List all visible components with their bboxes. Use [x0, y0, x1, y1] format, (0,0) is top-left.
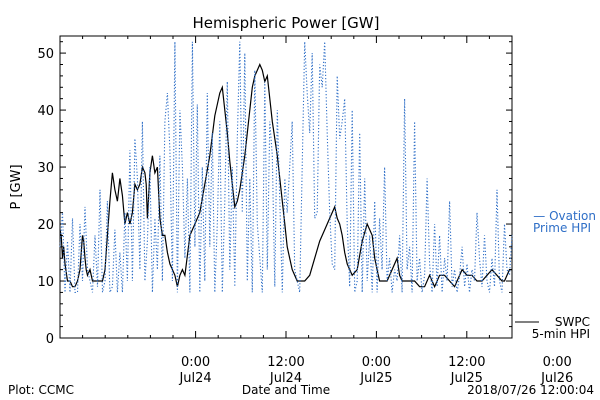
x-tick-label-time: 0:00	[543, 355, 572, 370]
x-tick-label-time: 0:00	[181, 355, 210, 370]
legend-label-swpc-line2: 5-min HPI	[532, 327, 590, 341]
x-tick-label-time: 12:00	[267, 355, 304, 370]
chart-title: Hemispheric Power [GW]	[193, 14, 380, 32]
legend-label-ovation-line1: — Ovation	[533, 209, 596, 223]
x-tick-label-date: Jul25	[359, 371, 392, 386]
series-layer	[59, 41, 513, 293]
x-tick-label-time: 12:00	[448, 355, 485, 370]
y-axis-label: P [GW]	[9, 164, 24, 209]
y-tick-label: 30	[37, 161, 54, 176]
series-line-swpc-5-min-hpi	[59, 63, 512, 289]
footer-plot-credit: Plot: CCMC	[8, 383, 74, 397]
y-tick-label: 10	[37, 275, 54, 290]
plot-frame	[59, 35, 513, 339]
y-tick-label: 0	[46, 332, 54, 347]
x-tick-label-date: Jul24	[178, 371, 211, 386]
y-tick-label: 20	[37, 218, 54, 233]
series-line-ovation-prime-hpi	[59, 41, 513, 293]
legend-label-swpc-line1: SWPC	[555, 315, 590, 329]
y-tick-label: 40	[37, 104, 54, 119]
y-axis: 0 10 20 30 40 50	[37, 41, 512, 347]
x-tick-label-time: 0:00	[362, 355, 391, 370]
x-tick-label-date: Jul25	[450, 371, 483, 386]
x-tick-label-date: Jul26	[540, 371, 573, 386]
x-axis-label: Date and Time	[242, 383, 330, 397]
x-tick-label-date: Jul24	[269, 371, 302, 386]
footer-timestamp: 2018/07/26 12:00:04	[467, 383, 594, 397]
x-axis: 0:00Jul2412:00Jul240:00Jul2512:00Jul250:…	[59, 36, 573, 386]
legend-label-ovation-line2: Prime HPI	[533, 221, 591, 235]
y-tick-label: 50	[37, 47, 54, 62]
